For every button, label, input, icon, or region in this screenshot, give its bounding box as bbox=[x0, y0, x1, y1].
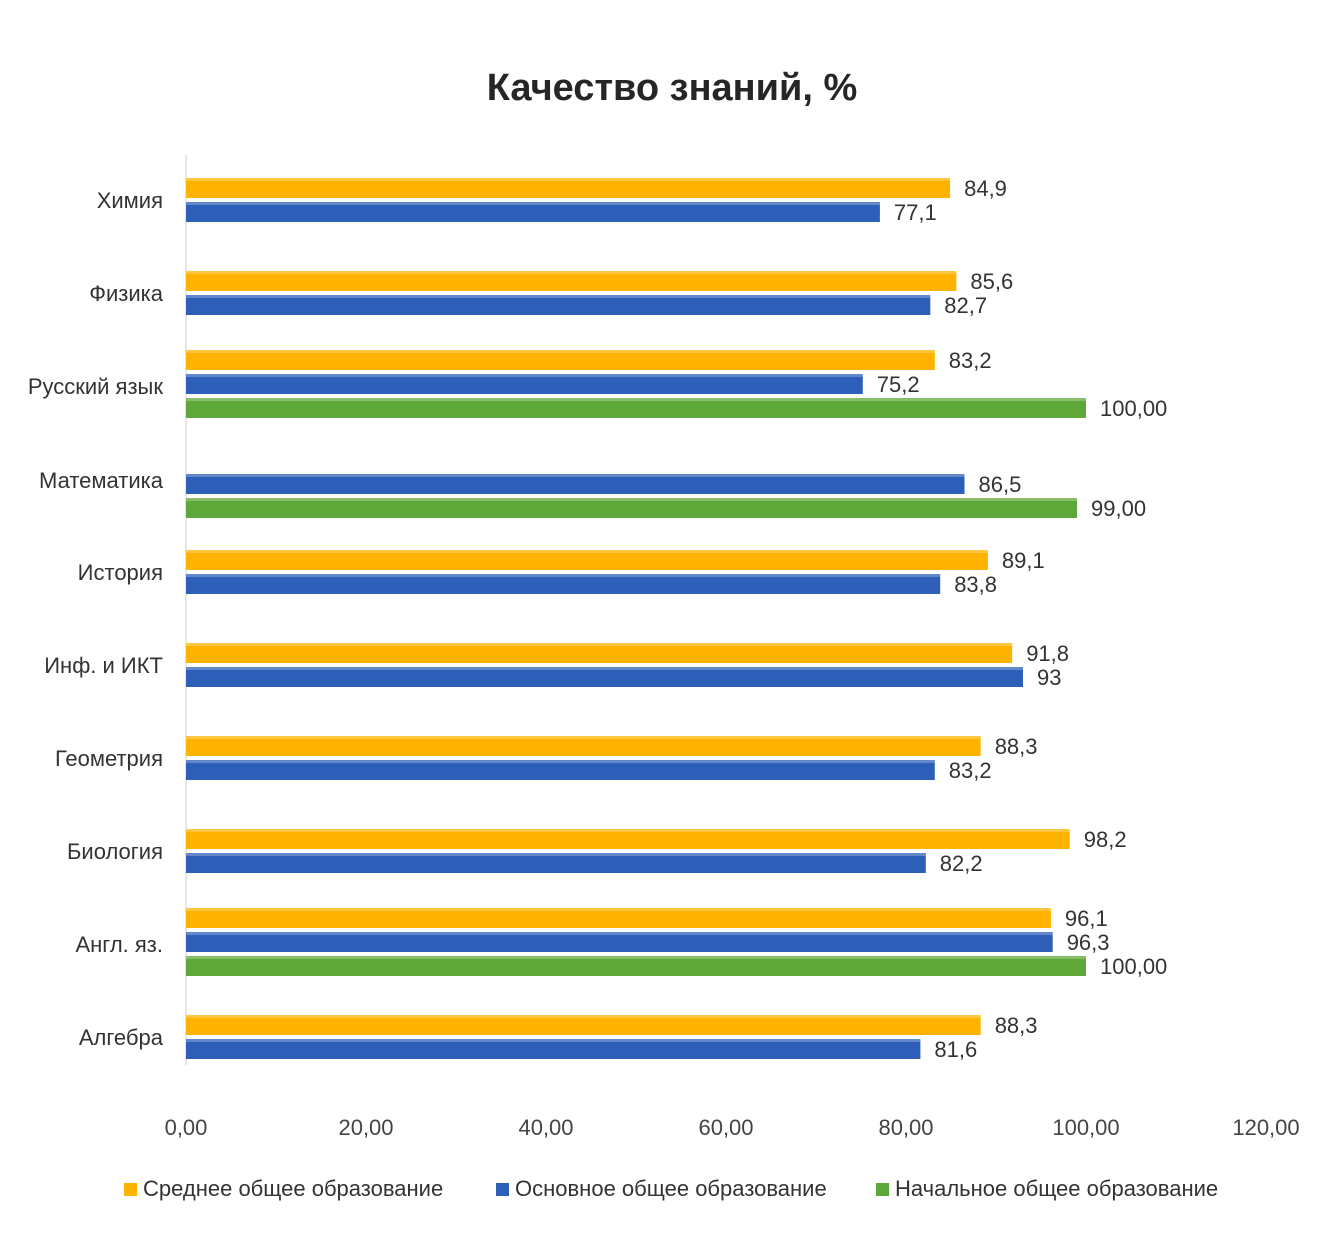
data-label: 75,2 bbox=[877, 372, 920, 397]
legend-swatch bbox=[124, 1183, 137, 1196]
category-label: Геометрия bbox=[55, 746, 163, 771]
category-label: Алгебра bbox=[79, 1025, 164, 1050]
bar-highlight bbox=[186, 853, 926, 856]
bar-highlight bbox=[186, 667, 1023, 670]
data-label: 83,2 bbox=[949, 348, 992, 373]
bar-highlight bbox=[186, 643, 1013, 646]
bar-highlight bbox=[186, 956, 1086, 959]
bar bbox=[186, 932, 1053, 952]
data-label: 98,2 bbox=[1084, 827, 1127, 852]
bar-highlight bbox=[186, 350, 935, 353]
x-tick-label: 120,00 bbox=[1232, 1115, 1299, 1140]
bar-highlight bbox=[186, 178, 951, 181]
bar-highlight bbox=[186, 760, 935, 763]
bar-highlight bbox=[186, 1015, 981, 1018]
bar bbox=[186, 178, 951, 198]
legend-item: Среднее общее образование bbox=[143, 1176, 443, 1201]
data-label: 91,8 bbox=[1026, 641, 1069, 666]
x-tick-label: 60,00 bbox=[698, 1115, 753, 1140]
data-label: 89,1 bbox=[1002, 548, 1045, 573]
bar bbox=[186, 643, 1013, 663]
data-label: 77,1 bbox=[894, 200, 937, 225]
legend-item: Начальное общее образование bbox=[895, 1176, 1218, 1201]
bar-highlight bbox=[186, 202, 880, 205]
bar bbox=[186, 295, 931, 315]
bar bbox=[186, 202, 880, 222]
bar bbox=[186, 271, 957, 291]
bar bbox=[186, 829, 1070, 849]
data-label: 88,3 bbox=[995, 1013, 1038, 1038]
bar-highlight bbox=[186, 374, 863, 377]
bar bbox=[186, 853, 926, 873]
data-label: 81,6 bbox=[934, 1037, 977, 1062]
category-label: Русский язык bbox=[28, 374, 164, 399]
data-label: 88,3 bbox=[995, 734, 1038, 759]
plot-area: 84,9 77,1 85,682,7 83,2 75,2 100,00 86,5 99,00 8… bbox=[185, 155, 1167, 1065]
legend: Среднее общее образование Основное общее … bbox=[124, 1176, 1218, 1201]
data-label: 96,1 bbox=[1065, 906, 1108, 931]
x-tick-label: 80,00 bbox=[878, 1115, 933, 1140]
data-label: 82,2 bbox=[940, 851, 983, 876]
bar-highlight bbox=[186, 398, 1086, 401]
bar-highlight bbox=[186, 550, 988, 553]
bar bbox=[186, 908, 1051, 928]
category-label: История bbox=[78, 560, 163, 585]
bar-highlight bbox=[186, 932, 1053, 935]
bar-highlight bbox=[186, 1039, 921, 1042]
category-labels: Химия Физика Русский язык Математика История… bbox=[28, 188, 164, 1050]
bar-highlight bbox=[186, 271, 957, 274]
data-label: 100,00 bbox=[1100, 954, 1167, 979]
bar bbox=[186, 550, 988, 570]
bar bbox=[186, 736, 981, 756]
category-label: Физика bbox=[89, 281, 163, 306]
data-label: 85,6 bbox=[970, 269, 1013, 294]
bar bbox=[186, 1039, 921, 1059]
legend-swatch bbox=[496, 1183, 509, 1196]
x-axis: 0,00 20,00 40,00 60,00 80,00 100,00 120,00 bbox=[165, 1115, 1300, 1140]
bar bbox=[186, 374, 863, 394]
legend-swatch bbox=[876, 1183, 889, 1196]
bar bbox=[186, 350, 935, 370]
bar bbox=[186, 760, 935, 780]
bar-highlight bbox=[186, 474, 965, 477]
bar bbox=[186, 574, 941, 594]
data-label: 83,8 bbox=[954, 572, 997, 597]
data-label: 82,7 bbox=[944, 293, 987, 318]
bar-highlight bbox=[186, 736, 981, 739]
chart-title: Качество знаний, % bbox=[487, 67, 857, 109]
bar-highlight bbox=[186, 295, 931, 298]
bar bbox=[186, 398, 1086, 418]
data-label: 84,9 bbox=[964, 176, 1007, 201]
legend-item: Основное общее образование bbox=[515, 1176, 827, 1201]
bar bbox=[186, 956, 1086, 976]
data-label: 99,00 bbox=[1091, 496, 1146, 521]
bar bbox=[186, 667, 1023, 687]
data-label: 86,5 bbox=[979, 472, 1022, 497]
x-tick-label: 40,00 bbox=[518, 1115, 573, 1140]
category-label: Математика bbox=[39, 468, 164, 493]
category-label: Инф. и ИКТ bbox=[44, 653, 163, 678]
data-label: 100,00 bbox=[1100, 396, 1167, 421]
category-label: Химия bbox=[97, 188, 163, 213]
bar bbox=[186, 474, 965, 494]
bar-highlight bbox=[186, 908, 1051, 911]
x-tick-label: 0,00 bbox=[165, 1115, 208, 1140]
x-tick-label: 20,00 bbox=[338, 1115, 393, 1140]
bar bbox=[186, 498, 1077, 518]
bar-highlight bbox=[186, 498, 1077, 501]
data-label: 93 bbox=[1037, 665, 1061, 690]
bar-highlight bbox=[186, 829, 1070, 832]
bar-highlight bbox=[186, 574, 941, 577]
category-label: Англ. яз. bbox=[75, 932, 163, 957]
bar bbox=[186, 1015, 981, 1035]
x-tick-label: 100,00 bbox=[1052, 1115, 1119, 1140]
category-label: Биология bbox=[67, 839, 163, 864]
data-label: 96,3 bbox=[1067, 930, 1110, 955]
data-label: 83,2 bbox=[949, 758, 992, 783]
